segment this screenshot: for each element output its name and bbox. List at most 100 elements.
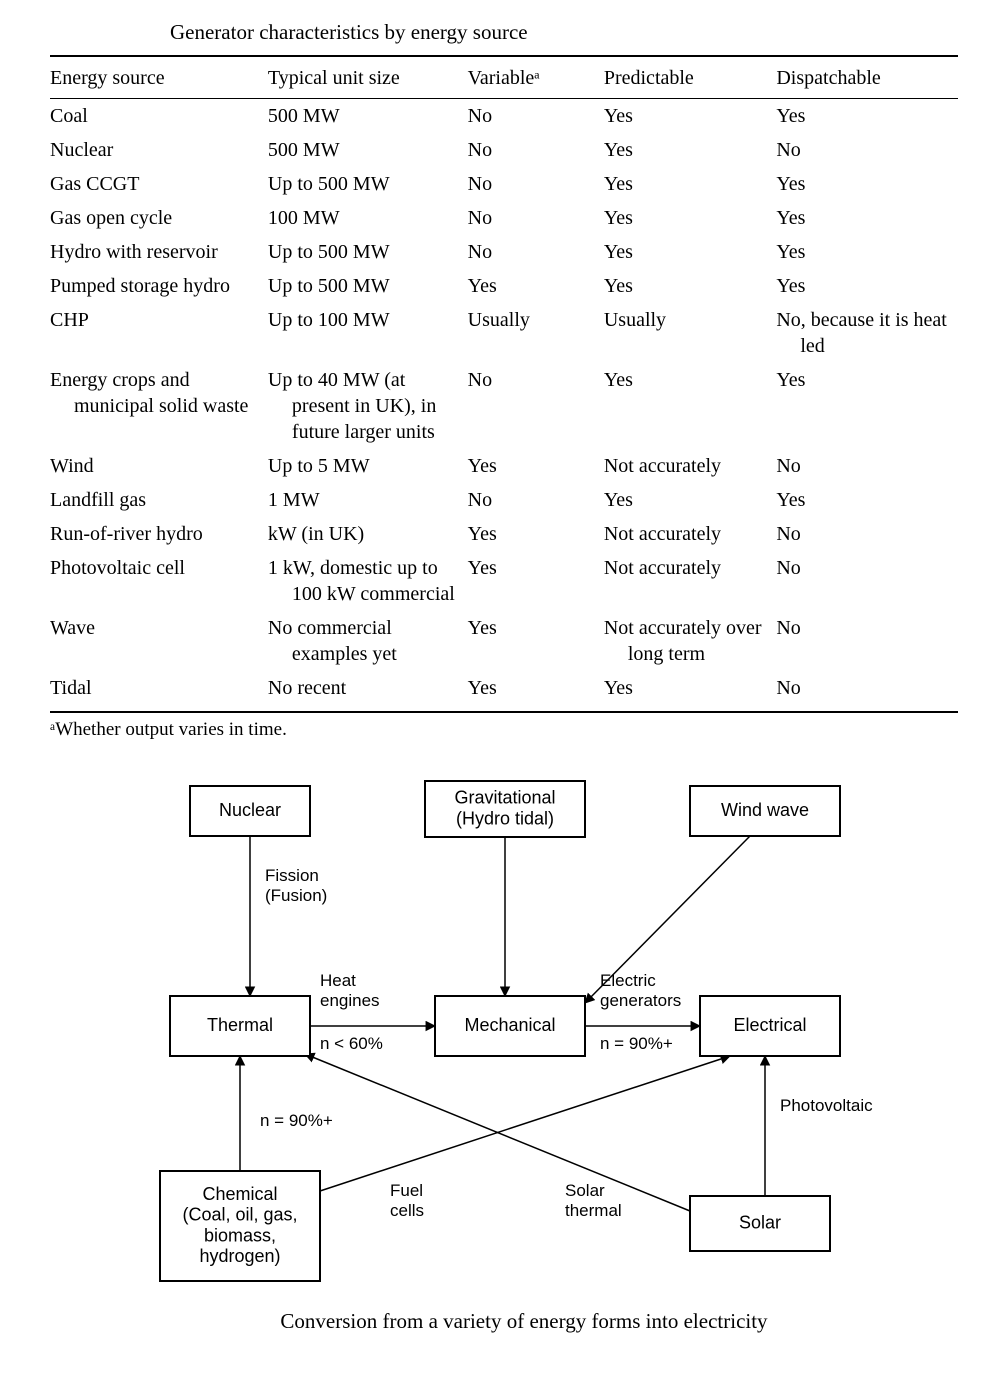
table-cell: No, because it is heat led: [776, 303, 958, 363]
diagram-node-thermal: Thermal: [170, 996, 310, 1056]
table-row: Coal500 MWNoYesYes: [50, 99, 958, 134]
diagram-edge-label: n = 90%+: [600, 1034, 673, 1053]
table-row: Run-of-river hydrokW (in UK)YesNot accur…: [50, 517, 958, 551]
table-cell: Wave: [50, 611, 268, 671]
table-row: TidalNo recentYesYesNo: [50, 671, 958, 711]
table-cell: Hydro with reservoir: [50, 235, 268, 269]
svg-text:(Coal, oil, gas,: (Coal, oil, gas,: [182, 1205, 297, 1225]
svg-text:Nuclear: Nuclear: [219, 800, 281, 820]
table-row: Landfill gas1 MWNoYesYes: [50, 483, 958, 517]
table-cell: Energy crops and municipal solid waste: [50, 363, 268, 449]
table-cell: Yes: [604, 483, 777, 517]
svg-text:biomass,: biomass,: [204, 1225, 276, 1245]
table-cell: Yes: [604, 671, 777, 711]
table-col-header: Variableᵃ: [468, 56, 604, 99]
table-row: WaveNo commercial examples yetYesNot acc…: [50, 611, 958, 671]
svg-text:Thermal: Thermal: [207, 1015, 273, 1035]
diagram-edge-label: n < 60%: [320, 1034, 383, 1053]
diagram-node-windwave: Wind wave: [690, 786, 840, 836]
table-title: Generator characteristics by energy sour…: [170, 20, 958, 45]
diagram-node-chemical: Chemical(Coal, oil, gas,biomass,hydrogen…: [160, 1171, 320, 1281]
svg-text:Solar: Solar: [739, 1212, 781, 1232]
svg-text:(Hydro tidal): (Hydro tidal): [456, 808, 554, 828]
table-cell: 500 MW: [268, 133, 468, 167]
diagram-edge-label: cells: [390, 1201, 424, 1220]
table-cell: Photovoltaic cell: [50, 551, 268, 611]
table-cell: CHP: [50, 303, 268, 363]
table-cell: Up to 100 MW: [268, 303, 468, 363]
table-cell: Up to 500 MW: [268, 269, 468, 303]
generator-table: Energy sourceTypical unit sizeVariableᵃ P…: [50, 55, 958, 711]
table-cell: Gas open cycle: [50, 201, 268, 235]
table-cell: No: [468, 363, 604, 449]
table-cell: Yes: [776, 235, 958, 269]
table-cell: No: [776, 611, 958, 671]
table-cell: No recent: [268, 671, 468, 711]
table-cell: Yes: [604, 363, 777, 449]
diagram-node-solar: Solar: [690, 1196, 830, 1251]
diagram-node-electrical: Electrical: [700, 996, 840, 1056]
table-cell: Yes: [776, 167, 958, 201]
table-cell: 1 MW: [268, 483, 468, 517]
diagram-edge-label: engines: [320, 991, 380, 1010]
table-col-header: Typical unit size: [268, 56, 468, 99]
table-cell: No: [468, 483, 604, 517]
table-row: Gas open cycle100 MWNoYesYes: [50, 201, 958, 235]
diagram-edge: [320, 1056, 730, 1191]
table-cell: Coal: [50, 99, 268, 134]
diagram-caption: Conversion from a variety of energy form…: [110, 1309, 938, 1334]
table-cell: Yes: [776, 201, 958, 235]
svg-text:Wind wave: Wind wave: [721, 800, 809, 820]
table-col-header: Dispatchable: [776, 56, 958, 99]
table-cell: No: [468, 235, 604, 269]
table-cell: No commercial examples yet: [268, 611, 468, 671]
svg-text:Mechanical: Mechanical: [464, 1015, 555, 1035]
table-cell: Up to 40 MW (at present in UK), in futur…: [268, 363, 468, 449]
table-cell: Nuclear: [50, 133, 268, 167]
table-cell: No: [468, 167, 604, 201]
diagram-edge-label: n = 90%+: [260, 1111, 333, 1130]
table-cell: No: [468, 99, 604, 134]
conversion-diagram: Nuclear Gravitational(Hydro tidal) Wind wa…: [110, 771, 930, 1291]
table-cell: kW (in UK): [268, 517, 468, 551]
table-cell: Gas CCGT: [50, 167, 268, 201]
table-cell: No: [468, 133, 604, 167]
table-col-header: Energy source: [50, 56, 268, 99]
table-row: CHPUp to 100 MWUsuallyUsuallyNo, because…: [50, 303, 958, 363]
table-cell: Yes: [468, 671, 604, 711]
diagram-edge-label: Solar: [565, 1181, 605, 1200]
table-footnote: ᵃWhether output varies in time.: [50, 719, 958, 741]
table-cell: Pumped storage hydro: [50, 269, 268, 303]
table-cell: No: [776, 133, 958, 167]
table-cell: Usually: [604, 303, 777, 363]
table-cell: Yes: [604, 99, 777, 134]
table-row: WindUp to 5 MWYesNot accuratelyNo: [50, 449, 958, 483]
table-cell: Not accurately: [604, 551, 777, 611]
table-cell: No: [776, 551, 958, 611]
diagram-edge-label: Fuel: [390, 1181, 423, 1200]
table-cell: 500 MW: [268, 99, 468, 134]
diagram-edge-label: Fission: [265, 866, 319, 885]
table-row: Hydro with reservoirUp to 500 MWNoYesYes: [50, 235, 958, 269]
table-row: Photovoltaic cell1 kW, domestic up to 10…: [50, 551, 958, 611]
diagram-edge-label: Photovoltaic: [780, 1096, 873, 1115]
table-cell: Yes: [468, 611, 604, 671]
svg-text:hydrogen): hydrogen): [199, 1246, 280, 1266]
table-row: Energy crops and municipal solid wasteUp…: [50, 363, 958, 449]
diagram-edge-label: (Fusion): [265, 886, 327, 905]
diagram-edge-label: generators: [600, 991, 681, 1010]
svg-text:Electrical: Electrical: [733, 1015, 806, 1035]
table-cell: Up to 5 MW: [268, 449, 468, 483]
table-cell: Yes: [604, 201, 777, 235]
diagram-node-mechanical: Mechanical: [435, 996, 585, 1056]
table-cell: Yes: [776, 363, 958, 449]
table-cell: 100 MW: [268, 201, 468, 235]
table-cell: Tidal: [50, 671, 268, 711]
table-cell: Not accurately over long term: [604, 611, 777, 671]
table-cell: 1 kW, domestic up to 100 kW commercial: [268, 551, 468, 611]
table-cell: Yes: [776, 483, 958, 517]
table-cell: No: [776, 517, 958, 551]
table-row: Gas CCGTUp to 500 MWNoYesYes: [50, 167, 958, 201]
table-cell: Yes: [604, 235, 777, 269]
diagram-node-grav: Gravitational(Hydro tidal): [425, 781, 585, 837]
